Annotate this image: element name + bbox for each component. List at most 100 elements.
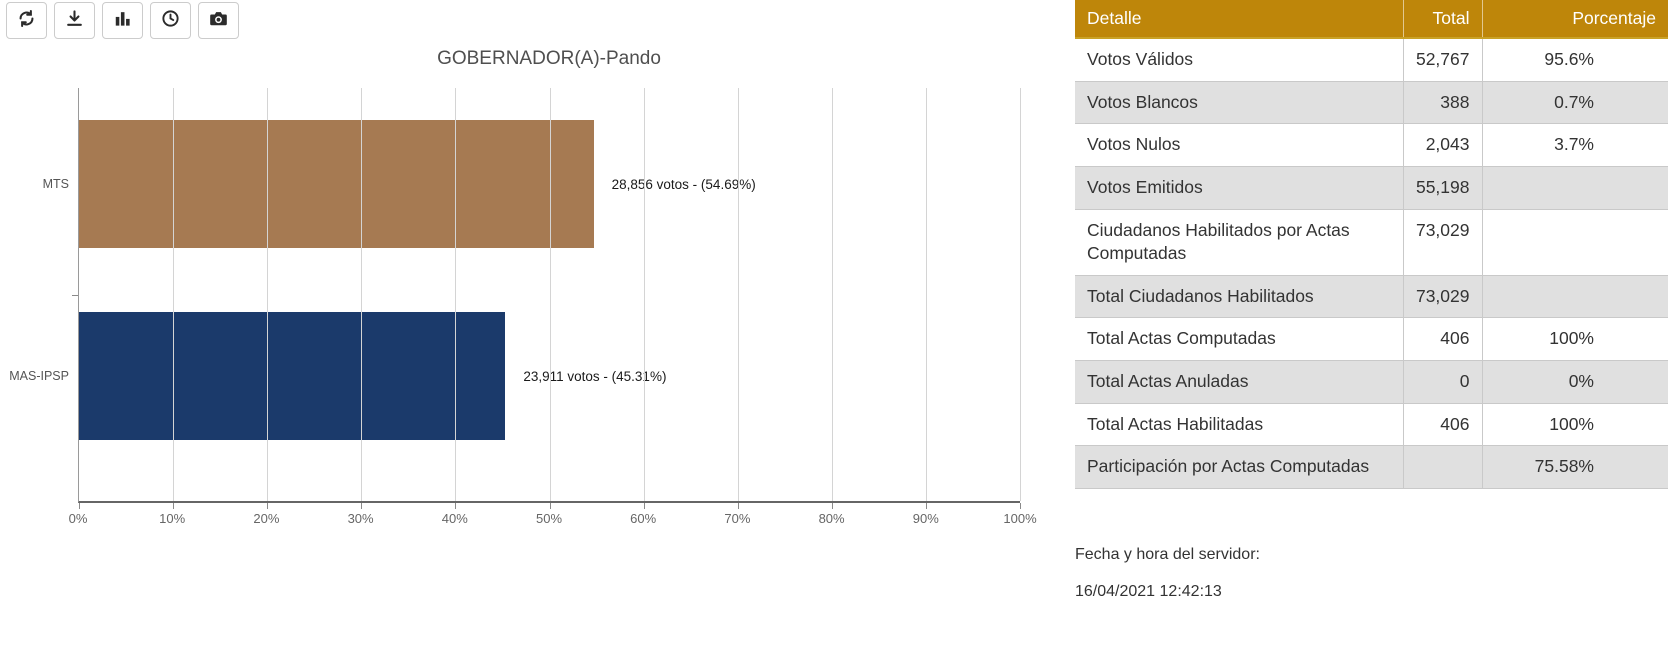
header-total: Total [1402,0,1482,38]
x-axis-tick [643,503,645,509]
x-tick-label: 90% [912,511,939,526]
server-time-label: Fecha y hora del servidor: [1075,546,1260,563]
row-total: 0 [1402,360,1483,404]
row-total: 2,043 [1402,123,1483,167]
row-label: Total Actas Computadas [1075,317,1404,361]
row-pct: 100% [1481,403,1668,447]
x-axis-tick [1020,503,1021,509]
history-button[interactable] [150,2,191,39]
refresh-button[interactable] [6,2,47,39]
x-tick-label: 20% [253,511,280,526]
gridline [549,88,551,501]
x-tick-label: 80% [818,511,845,526]
row-label: Total Actas Anuladas [1075,360,1404,404]
row-pct: 0% [1481,360,1668,404]
bar-chart-icon [113,9,132,33]
table-row: Participación por Actas Computadas 75.58… [1075,445,1668,489]
x-axis-tick [549,503,551,509]
x-axis-tick [831,503,833,509]
row-total: 73,029 [1402,209,1483,276]
gridline [361,88,363,501]
gridline [267,88,269,501]
x-tick-label: 100% [1003,511,1037,526]
row-pct: 75.58% [1481,445,1668,489]
header-detalle: Detalle [1075,0,1403,38]
row-total: 388 [1402,81,1483,125]
row-total [1402,445,1483,489]
row-label: Votos Válidos [1075,36,1404,82]
table-row: Total Ciudadanos Habilitados 73,029 [1075,275,1668,319]
x-tick-label: 70% [724,511,751,526]
row-label: Votos Blancos [1075,81,1404,125]
table-row: Ciudadanos Habilitados por Actas Computa… [1075,209,1668,276]
row-pct: 3.7% [1481,123,1668,167]
gridline [1020,88,1021,501]
x-tick-label: 40% [441,511,468,526]
bar-value-label-mas-ipsp: 23,911 votos - (45.31%) [523,368,667,384]
x-axis-tick [173,503,175,509]
table-row: Votos Blancos 388 0.7% [1075,81,1668,125]
x-axis-tick [737,503,739,509]
row-label: Votos Emitidos [1075,166,1404,210]
row-total: 52,767 [1402,36,1483,82]
category-label-mts: MTS [42,177,69,191]
download-icon [65,9,84,33]
bar-chart-button[interactable] [102,2,143,39]
row-pct [1481,275,1668,319]
row-total: 55,198 [1402,166,1483,210]
y-axis-tick [72,294,78,296]
row-label: Ciudadanos Habilitados por Actas Computa… [1075,209,1404,276]
bar-row-mas-ipsp: MAS-IPSP 23,911 votos - (45.31%) [9,312,1020,440]
table-row: Total Actas Anuladas 0 0% [1075,360,1668,404]
row-label: Total Ciudadanos Habilitados [1075,275,1404,319]
table-header-row: Detalle Total Porcentaje [1075,0,1668,38]
gridline [173,88,175,501]
chart-title: GOBERNADOR(A)-Pando [437,48,661,69]
bar-value-label-mts: 28,856 votos - (54.69%) [611,176,756,192]
table-row: Votos Nulos 2,043 3.7% [1075,123,1668,167]
row-pct [1481,166,1668,210]
gridline [925,88,927,501]
refresh-icon [17,9,36,33]
table-row: Votos Emitidos 55,198 [1075,166,1668,210]
x-axis-tick [79,503,80,509]
bar-mts[interactable] [79,120,594,248]
row-label: Total Actas Habilitadas [1075,403,1404,447]
x-axis-tick [925,503,927,509]
plot-area: MTS 28,856 votos - (54.69%) MAS-IPSP 23,… [9,88,1021,509]
x-axis-labels: 0% 10% 20% 30% 40% 50% 60% 70% 80% 90% 100% [69,511,1037,531]
x-tick-label: 10% [159,511,186,526]
row-pct: 100% [1481,317,1668,361]
category-label-mas-ipsp: MAS-IPSP [9,369,69,383]
x-tick-label: 0% [68,511,88,526]
download-button[interactable] [54,2,95,39]
row-label: Participación por Actas Computadas [1075,445,1404,489]
row-pct: 0.7% [1481,81,1668,125]
table-row: Total Actas Habilitadas 406 100% [1075,403,1668,447]
x-tick-label: 30% [347,511,374,526]
camera-icon [209,9,228,33]
x-tick-label: 60% [630,511,657,526]
x-axis-tick [455,503,457,509]
row-label: Votos Nulos [1075,123,1404,167]
gridline [455,88,457,501]
row-pct: 95.6% [1481,36,1668,82]
table-row: Total Actas Computadas 406 100% [1075,317,1668,361]
server-time-value: 16/04/2021 12:42:13 [1075,583,1222,600]
gridline [831,88,833,501]
gridline [643,88,645,501]
results-panel: Detalle Total Porcentaje Votos Válidos 5… [1075,0,1668,489]
row-total: 406 [1402,317,1483,361]
x-tick-label: 50% [535,511,563,526]
table-row: Votos Válidos 52,767 95.6% [1075,36,1668,82]
snapshot-button[interactable] [198,2,239,39]
row-total: 73,029 [1402,275,1483,319]
results-table: Detalle Total Porcentaje Votos Válidos 5… [1075,0,1668,489]
clock-icon [161,9,180,33]
bar-mas-ipsp[interactable] [79,312,506,440]
gridline [737,88,739,501]
x-axis-tick [267,503,269,509]
header-porcentaje: Porcentaje [1481,0,1668,38]
row-pct [1481,209,1668,276]
bar-row-mts: MTS 28,856 votos - (54.69%) [43,120,1020,248]
